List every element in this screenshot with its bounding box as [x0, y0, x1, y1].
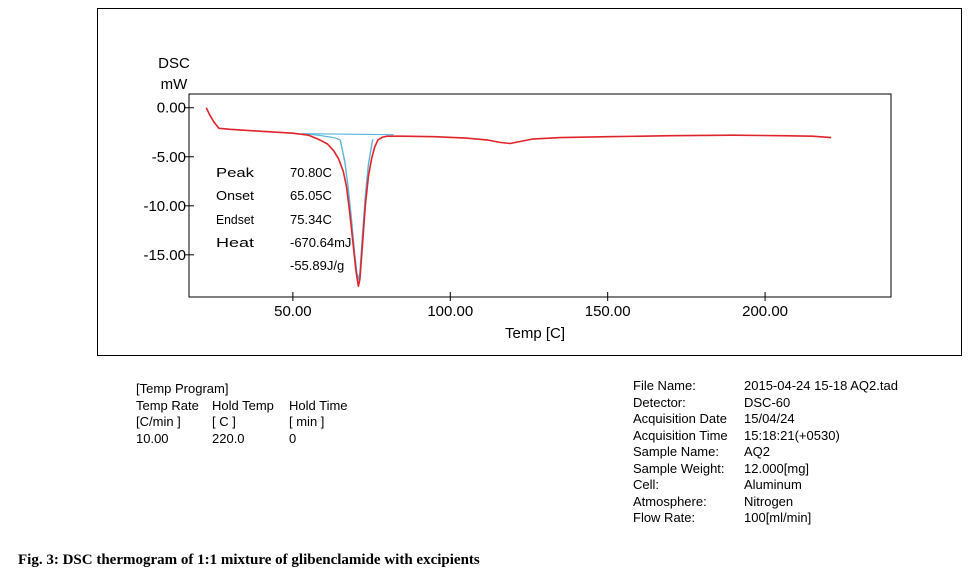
annotation-value: 70.80C	[290, 165, 332, 180]
file-info-value: 15:18:21(+0530)	[744, 427, 840, 443]
file-info-value: Aluminum	[744, 477, 802, 492]
x-tick-label: 200.00	[742, 303, 788, 320]
file-info-row: Flow Rate: 100[ml/min]	[633, 510, 918, 527]
x-tick-label: 100.00	[427, 303, 473, 320]
plot-area	[188, 93, 892, 298]
y-tick-label: 0.00	[157, 100, 186, 117]
y-tick-label: -10.00	[143, 198, 186, 215]
file-info-row: Cell: Aluminum	[633, 477, 918, 494]
file-info-key: Sample Name:	[633, 444, 719, 459]
annotation-value: 75.34C	[290, 212, 332, 227]
value-temp-rate: 10.00	[136, 430, 169, 446]
header-temp-rate: Temp Rate	[136, 397, 199, 413]
file-info-row: Acquisition Time 15:18:21(+0530)	[633, 428, 918, 445]
file-info-row: File Name: 2015-04-24 15-18 AQ2.tad	[633, 378, 918, 395]
x-axis-title: Temp [C]	[505, 325, 565, 342]
chart-frame: 0.00 -5.00 -10.00 -15.00 50.00 100.00 150.00 20…	[97, 8, 962, 356]
dsc-curve	[205, 107, 832, 288]
file-info-row: Atmosphere: Nitrogen	[633, 494, 918, 511]
file-info-value: Nitrogen	[744, 493, 794, 509]
baseline-line	[302, 133, 394, 136]
header-hold-temp: Hold Temp	[212, 397, 274, 413]
file-info-value: AQ2	[744, 444, 771, 459]
annotation-label: Heat	[216, 235, 255, 250]
file-info-value: 12.000[mg]	[744, 460, 810, 476]
file-info-key: Acquisition Date	[633, 411, 727, 426]
annotation-value: 65.05C	[290, 188, 332, 203]
unit-hold-time: [ min ]	[289, 414, 325, 429]
y-axis-title: DSC	[158, 55, 190, 72]
file-info-key: File Name:	[633, 378, 696, 393]
file-info-value: 15/04/24	[744, 411, 795, 426]
unit-hold-temp: [ C ]	[212, 414, 236, 429]
y-tick-label: -5.00	[152, 149, 186, 166]
x-tick-label: 150.00	[585, 303, 631, 320]
annotation-label: Onset	[216, 188, 254, 203]
file-info-key: Detector:	[633, 394, 686, 410]
x-tick-label: 50.00	[274, 303, 312, 320]
file-info-key: Acquisition Time	[633, 427, 728, 443]
file-info-value: 2015-04-24 15-18 AQ2.tad	[744, 378, 898, 393]
file-info-panel: File Name: 2015-04-24 15-18 AQ2.tad Detect…	[633, 378, 918, 527]
value-hold-temp: 220.0	[212, 430, 245, 446]
annotation-label: Endset	[216, 212, 254, 227]
temp-program-units: [C/min ] [ C ] [ min ]	[136, 414, 366, 431]
y-tick-label: -15.00	[143, 247, 186, 264]
file-info-key: Atmosphere:	[633, 493, 707, 509]
y-axis-title: mW	[161, 76, 188, 93]
peak-analysis-line	[339, 138, 374, 281]
temp-program-title: [Temp Program]	[136, 381, 229, 396]
figure-caption: Fig. 3: DSC thermogram of 1:1 mixture of…	[18, 552, 480, 568]
annotation-label: Peak	[216, 165, 255, 180]
file-info-row: Detector: DSC-60	[633, 395, 918, 412]
header-hold-time: Hold Time	[289, 397, 348, 413]
unit-temp-rate: [C/min ]	[136, 414, 181, 429]
annotation-value: -55.89J/g	[290, 258, 344, 273]
file-info-value: 100[ml/min]	[744, 510, 812, 525]
file-info-row: Sample Weight: 12.000[mg]	[633, 461, 918, 478]
temp-program-headers: Temp Rate Hold Temp Hold Time	[136, 398, 366, 415]
annotation-value: -670.64mJ	[290, 235, 351, 250]
file-info-value: DSC-60	[744, 394, 791, 410]
file-info-key: Flow Rate:	[633, 510, 696, 525]
temp-program-row: 10.00 220.0 0	[136, 431, 366, 448]
file-info-key: Sample Weight:	[633, 460, 725, 476]
temp-program-panel: [Temp Program] Temp Rate Hold Temp Hold Ti…	[136, 381, 366, 447]
dsc-chart: 0.00 -5.00 -10.00 -15.00 50.00 100.00 150.00 20…	[143, 55, 892, 342]
onset-tangent-line	[302, 133, 341, 141]
value-hold-time: 0	[289, 430, 297, 446]
file-info-row: Sample Name: AQ2	[633, 444, 918, 461]
file-info-key: Cell:	[633, 477, 660, 492]
file-info-row: Acquisition Date 15/04/24	[633, 411, 918, 428]
